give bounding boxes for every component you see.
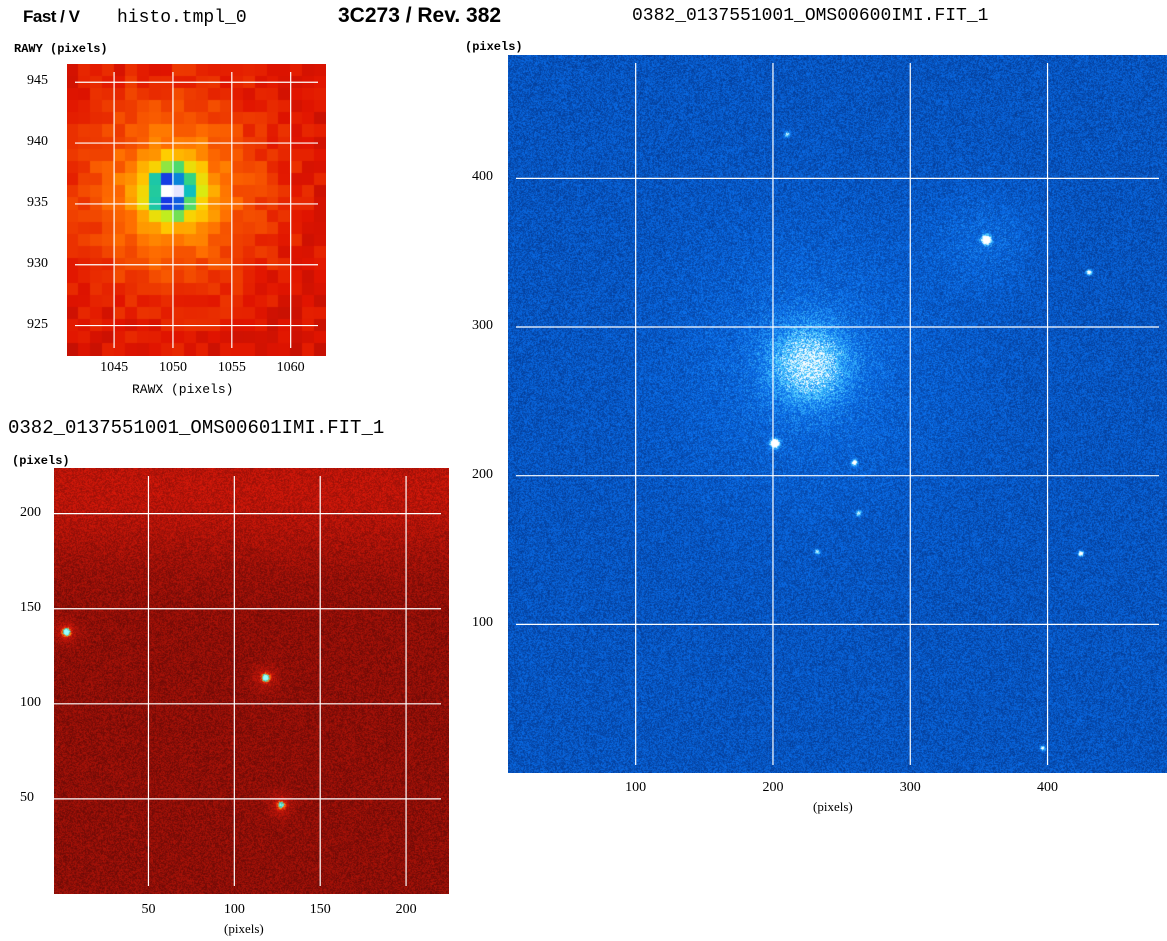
large-ytick-label: 300 [472, 318, 493, 334]
large-image-filename: 0382_0137551001_OMS00600IMI.FIT_1 [632, 6, 989, 26]
small-panel-xlabel: (pixels) [224, 921, 264, 936]
large-ytick-label: 400 [472, 169, 493, 185]
small-ytick-label: 50 [20, 789, 34, 805]
large-panel-ylabel: (pixels) [465, 40, 523, 54]
large-panel-xlabel: (pixels) [813, 799, 853, 814]
fast-panel-ylabel: RAWY (pixels) [14, 42, 108, 56]
fast-xtick-label: 1060 [276, 360, 305, 375]
fast-panel-xlabel: RAWX (pixels) [132, 382, 234, 397]
large-ytick-label: 100 [472, 615, 493, 631]
small-xtick-label: 100 [223, 902, 245, 917]
small-xtick-label: 50 [141, 902, 156, 917]
small-panel-ylabel: (pixels) [12, 454, 70, 468]
small-ytick-label: 200 [20, 504, 41, 520]
fast-panel-grid [75, 72, 318, 348]
fast-xtick-label: 1045 [100, 360, 129, 375]
fast-ytick-label: 935 [27, 194, 48, 210]
fast-ytick-label: 940 [27, 134, 48, 150]
fast-ytick-label: 945 [27, 73, 48, 89]
large-panel-grid [516, 63, 1159, 765]
small-xtick-label: 150 [309, 902, 331, 917]
large-ytick-label: 200 [472, 466, 493, 482]
small-image[interactable] [54, 468, 449, 894]
small-xtick-label: 200 [395, 902, 417, 917]
target-rev-title: 3C273 / Rev. 382 [338, 4, 502, 27]
small-ytick-label: 150 [20, 599, 41, 615]
fast-xtick-label: 1055 [217, 360, 246, 375]
fast-window-image[interactable] [67, 64, 326, 356]
large-xtick-label: 300 [899, 780, 921, 795]
fast-ytick-label: 930 [27, 255, 48, 271]
small-ytick-label: 100 [20, 694, 41, 710]
large-xtick-label: 400 [1037, 780, 1059, 795]
fast-ytick-label: 925 [27, 316, 48, 332]
histogram-name: histo.tmpl_0 [117, 8, 247, 28]
small-panel-grid [54, 476, 441, 886]
small-image-filename: 0382_0137551001_OMS00601IMI.FIT_1 [8, 417, 385, 439]
large-xtick-label: 200 [762, 780, 784, 795]
mode-title: Fast / V [23, 7, 80, 26]
fast-xtick-label: 1050 [158, 360, 187, 375]
large-xtick-label: 100 [625, 780, 647, 795]
large-image[interactable] [508, 55, 1167, 773]
